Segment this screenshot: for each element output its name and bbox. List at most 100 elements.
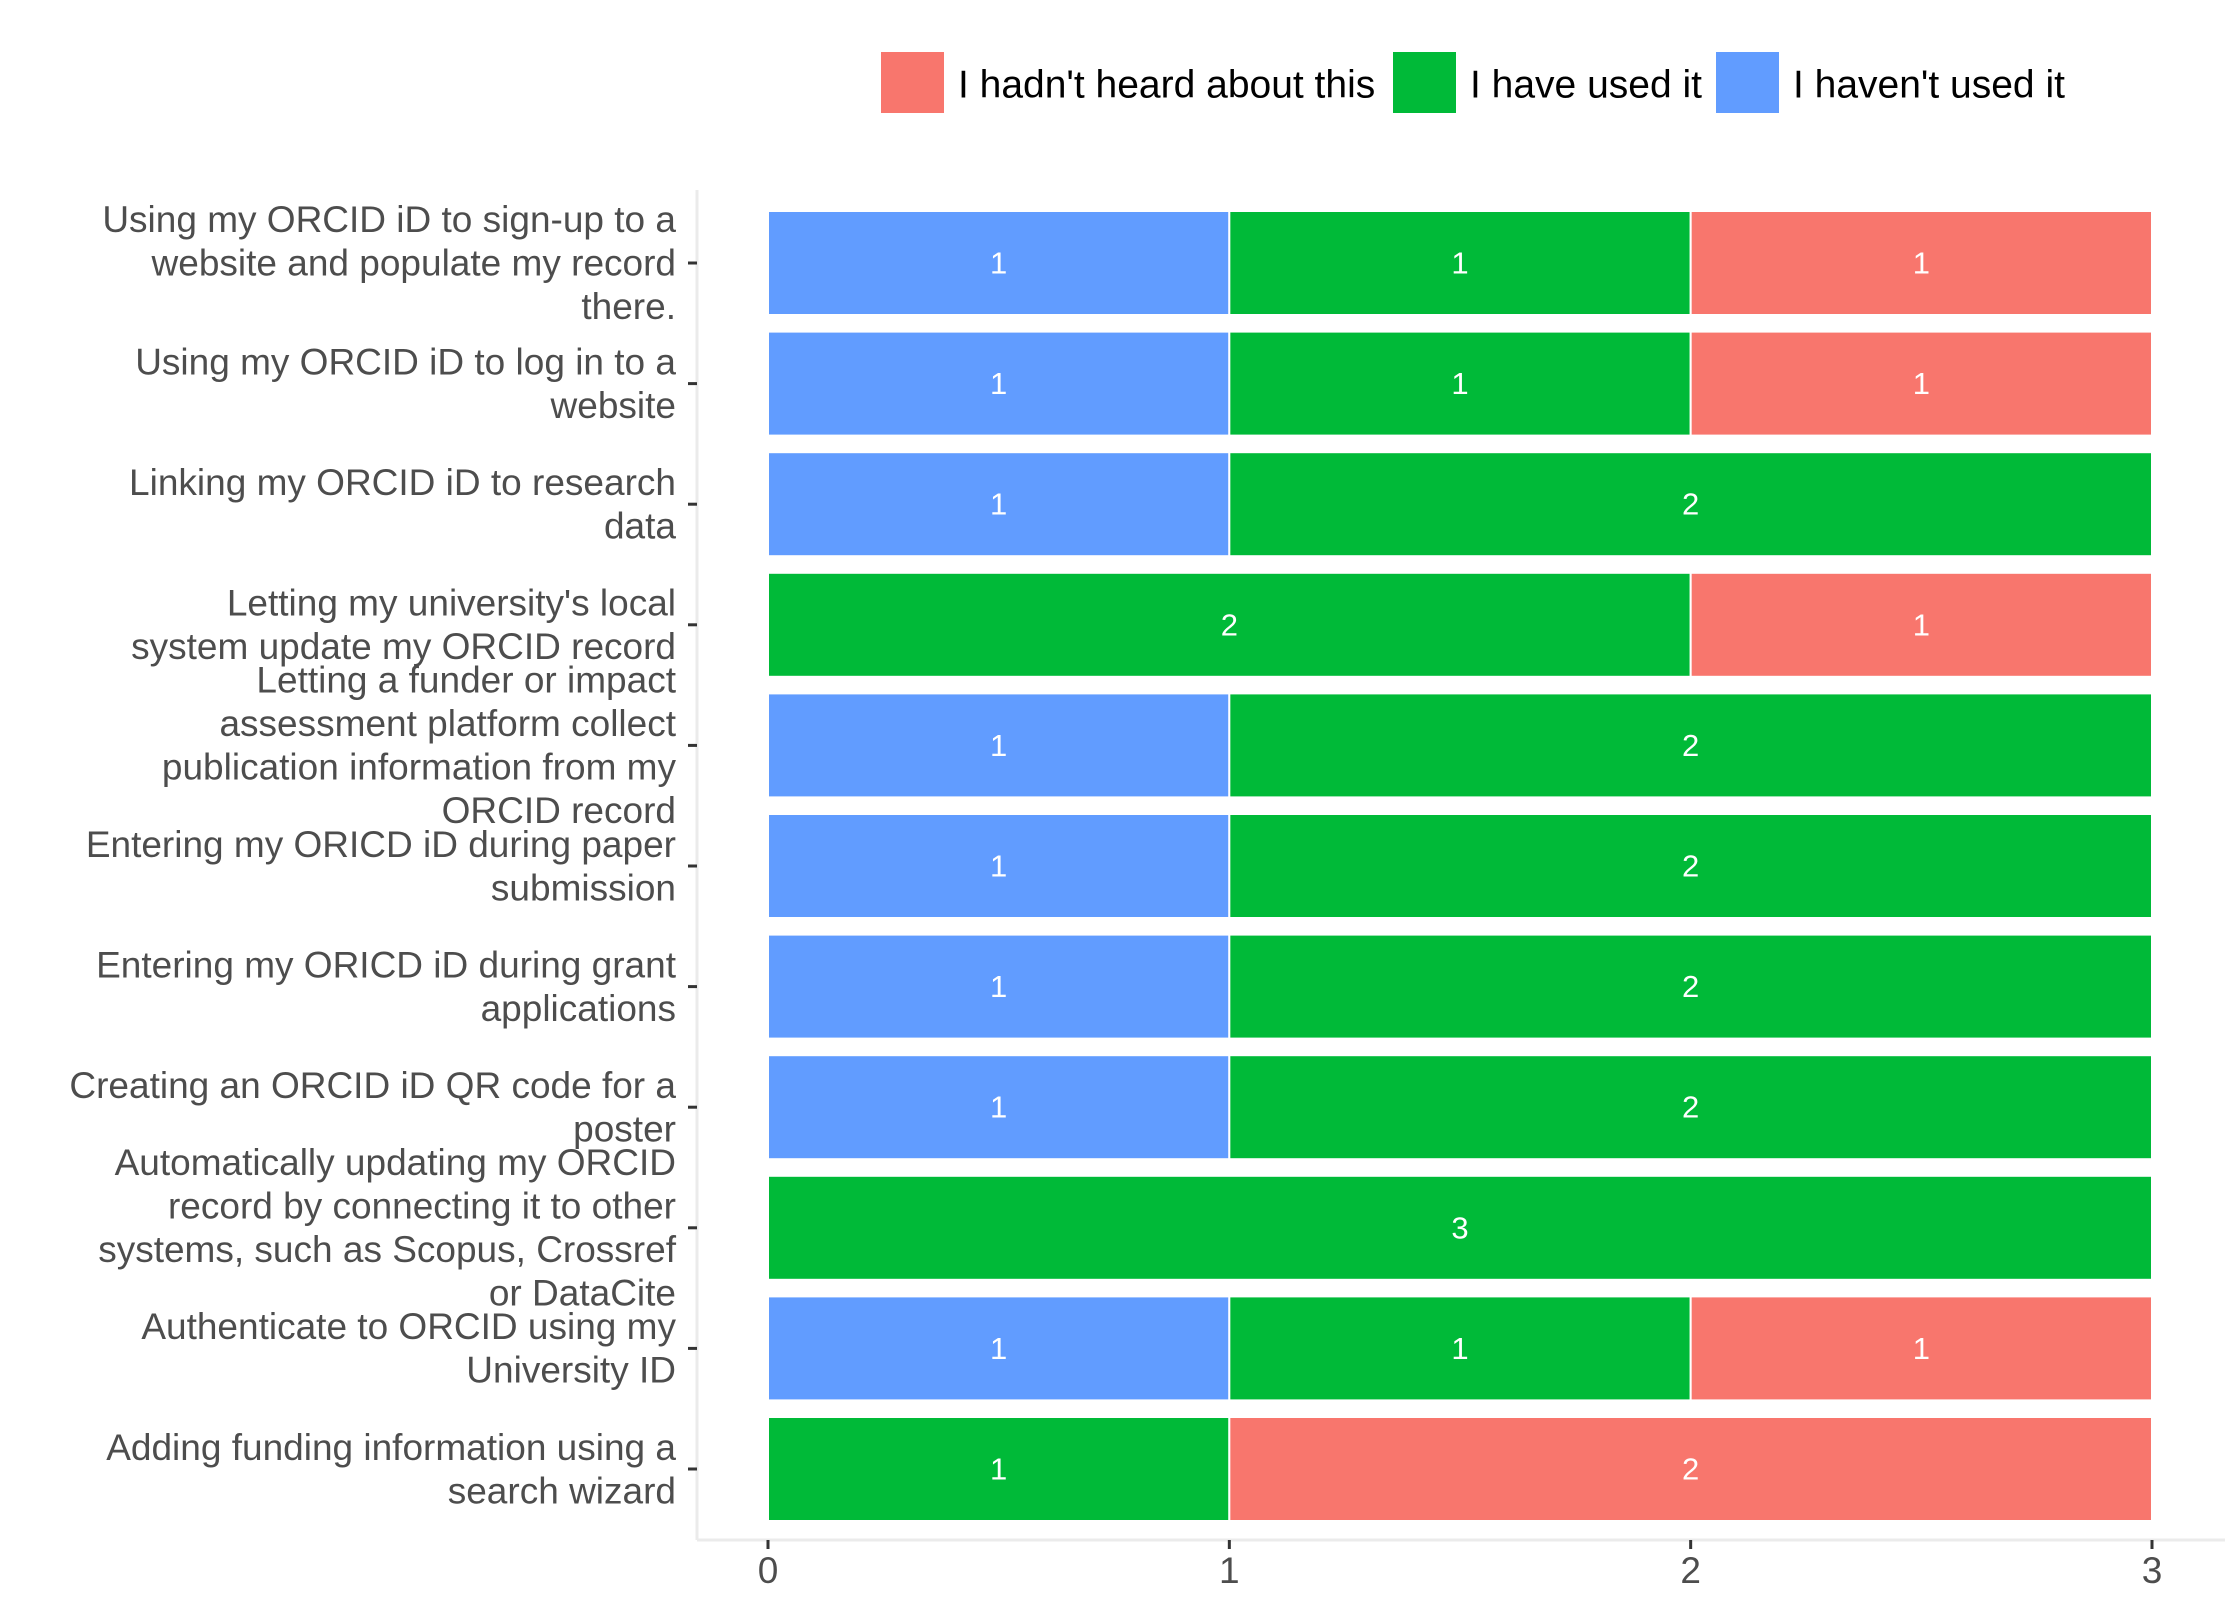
y-category-label: Letting my university's local system upda… — [131, 583, 676, 668]
bar-value-label: 1 — [1451, 366, 1468, 401]
x-tick-label: 2 — [1680, 1550, 1701, 1591]
y-label-line: Adding funding information using a — [106, 1427, 676, 1468]
bar-segment — [767, 330, 1231, 437]
y-label-line: there. — [581, 286, 676, 327]
y-label-line: or DataCite — [489, 1273, 676, 1314]
bar-segment — [1228, 1416, 2154, 1522]
y-label-line: publication information from my — [162, 747, 677, 788]
x-tick-label: 3 — [2142, 1550, 2163, 1591]
legend: I hadn't heard about this I have used it I… — [881, 52, 2065, 113]
bar-value-label: 1 — [990, 1331, 1007, 1366]
bar-value-label: 1 — [1451, 246, 1468, 281]
bar-value-label: 1 — [1913, 1331, 1930, 1366]
bar-segment — [767, 571, 1692, 678]
bar-segment — [767, 451, 1231, 558]
y-label-line: Authenticate to ORCID using my — [141, 1306, 676, 1347]
bar-value-label: 1 — [990, 246, 1007, 281]
bar-value-label: 2 — [1682, 487, 1699, 522]
bar-segment — [1228, 1295, 1692, 1402]
bar-value-label: 1 — [1913, 366, 1930, 401]
bar-segment — [1689, 330, 2153, 437]
y-label-line: Automatically updating my ORCID — [115, 1142, 676, 1183]
bar-segment — [767, 933, 1231, 1040]
bar-value-label: 1 — [990, 728, 1007, 763]
y-label-line: Letting a funder or impact — [256, 660, 676, 701]
y-label-line: assessment platform collect — [219, 703, 676, 744]
y-category-label: Automatically updating my ORCID record by… — [98, 1142, 677, 1314]
bar-segment — [1228, 692, 2154, 799]
y-label-line: ORCID record — [442, 790, 676, 831]
bar-segment — [1228, 813, 2154, 919]
bar-value-label: 1 — [990, 487, 1007, 522]
bar-segment — [767, 813, 1231, 919]
y-label-line: systems, such as Scopus, Crossref — [98, 1229, 677, 1270]
bar-value-label: 1 — [1451, 1331, 1468, 1366]
bar-segment — [1228, 933, 2154, 1040]
bar-value-label: 2 — [1221, 607, 1238, 642]
y-label-line: Entering my ORICD iD during grant — [96, 944, 677, 985]
bar-segment — [1228, 451, 2154, 558]
y-label-line: website and populate my record — [151, 243, 676, 284]
x-axis-ticks: 0 1 2 3 — [758, 1540, 2163, 1591]
bar-segment — [767, 1054, 1231, 1161]
bar-value-label: 1 — [1913, 607, 1930, 642]
y-label-line: poster — [573, 1108, 676, 1149]
y-category-label: Entering my ORICD iD during paper submiss… — [86, 824, 676, 909]
bars: 1 1 1 1 1 1 1 2 2 1 1 2 1 2 1 2 1 2 3 1 1 1 1 2 — [767, 210, 2154, 1522]
y-label-line: applications — [481, 988, 676, 1029]
bar-segment — [1689, 571, 2153, 678]
bar-segment — [1689, 210, 2153, 316]
bar-value-label: 1 — [1913, 246, 1930, 281]
legend-swatch — [1716, 52, 1779, 113]
legend-swatch — [881, 52, 944, 113]
x-tick-label: 0 — [758, 1550, 779, 1591]
bar-segment — [1689, 1295, 2153, 1402]
bar-value-label: 1 — [990, 1452, 1007, 1487]
legend-label: I hadn't heard about this — [958, 64, 1375, 107]
y-axis-labels: Using my ORCID iD to sign-up to a website… — [69, 199, 697, 1511]
x-tick-label: 1 — [1219, 1550, 1240, 1591]
bar-value-label: 2 — [1682, 969, 1699, 1004]
y-category-label: Creating an ORCID iD QR code for a poster — [69, 1065, 676, 1150]
y-label-line: Creating an ORCID iD QR code for a — [69, 1065, 676, 1106]
y-label-line: University ID — [466, 1350, 676, 1391]
y-category-label: Adding funding information using a search… — [106, 1427, 676, 1512]
y-label-line: Using my ORCID iD to log in to a — [135, 341, 676, 382]
y-label-line: search wizard — [448, 1470, 676, 1511]
bar-value-label: 1 — [990, 969, 1007, 1004]
bar-segment — [1228, 1054, 2154, 1161]
bar-value-label: 1 — [990, 366, 1007, 401]
bar-segment — [767, 210, 1231, 316]
bar-value-label: 3 — [1451, 1210, 1468, 1245]
bar-value-label: 2 — [1682, 849, 1699, 884]
y-category-label: Letting a funder or impact assessment pla… — [162, 660, 677, 832]
legend-label: I have used it — [1470, 64, 1702, 107]
y-label-line: website — [550, 385, 676, 426]
bar-value-label: 1 — [990, 849, 1007, 884]
y-category-label: Linking my ORCID iD to research data — [129, 462, 676, 547]
legend-swatch — [1393, 52, 1456, 113]
y-label-line: submission — [491, 867, 676, 908]
bar-segment — [767, 1416, 1231, 1522]
y-category-label: Using my ORCID iD to log in to a website — [135, 341, 676, 426]
bar-segment — [1228, 210, 1692, 316]
y-label-line: system update my ORCID record — [131, 626, 676, 667]
y-category-label: Entering my ORICD iD during grant applica… — [96, 944, 677, 1029]
bar-value-label: 2 — [1682, 728, 1699, 763]
legend-label: I haven't used it — [1793, 64, 2065, 107]
bar-segment — [767, 1174, 2153, 1281]
y-label-line: Using my ORCID iD to sign-up to a — [102, 199, 676, 240]
bar-segment — [767, 1295, 1231, 1402]
y-category-label: Using my ORCID iD to sign-up to a website… — [102, 199, 676, 327]
y-label-line: record by connecting it to other — [168, 1186, 676, 1227]
y-label-line: Letting my university's local — [227, 583, 676, 624]
bar-segment — [767, 692, 1231, 799]
bar-value-label: 2 — [1682, 1090, 1699, 1125]
bar-value-label: 2 — [1682, 1452, 1699, 1487]
y-category-label: Authenticate to ORCID using my University… — [141, 1306, 676, 1391]
bar-value-label: 1 — [990, 1090, 1007, 1125]
y-label-line: data — [604, 505, 676, 546]
y-label-line: Linking my ORCID iD to research — [129, 462, 676, 503]
y-label-line: Entering my ORICD iD during paper — [86, 824, 676, 865]
